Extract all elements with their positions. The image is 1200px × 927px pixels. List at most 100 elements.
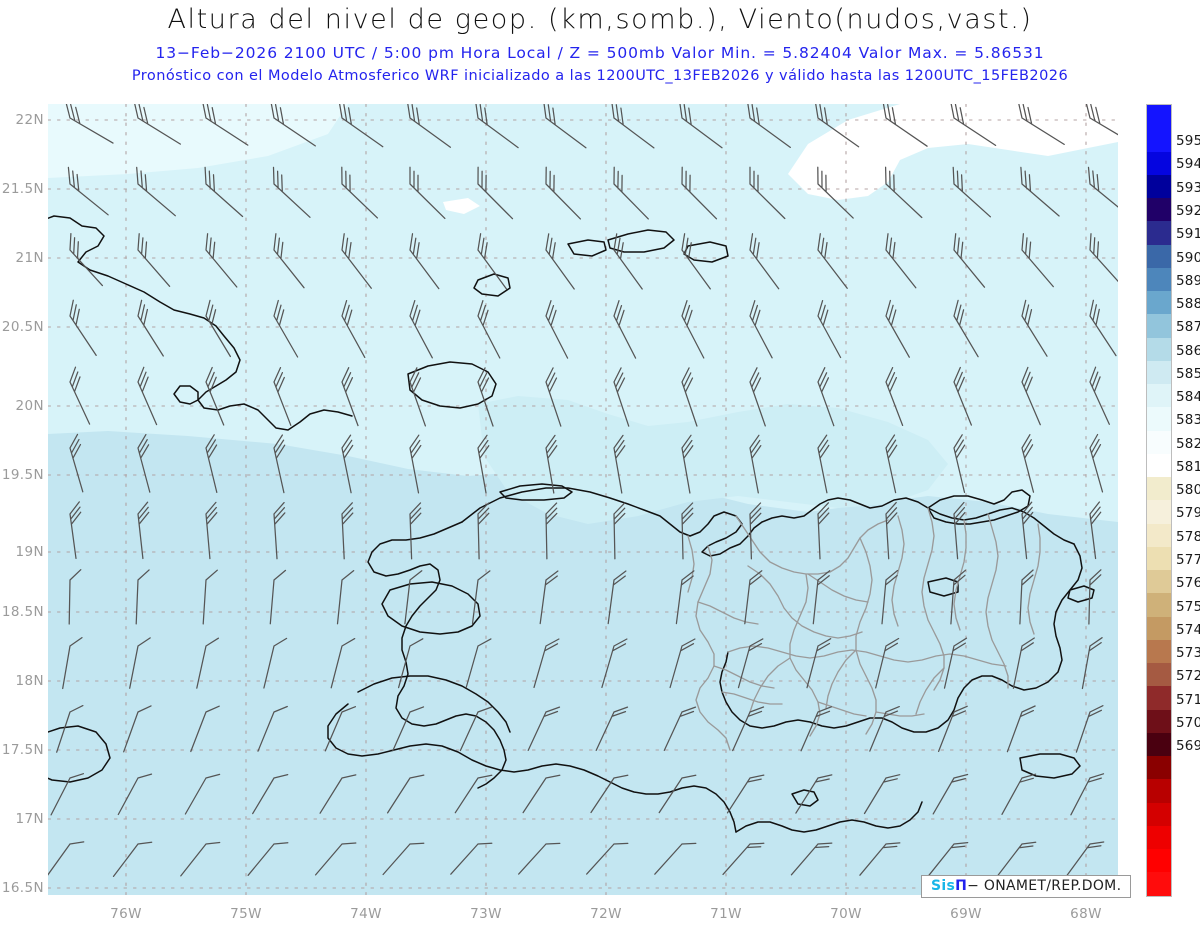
wind-barb [613, 300, 637, 359]
wind-barb [1021, 501, 1034, 560]
wind-barb [336, 569, 355, 625]
colorbar-segment-10 [1147, 337, 1171, 361]
wind-barb [595, 706, 629, 752]
colorbar-tick-5810: 5810 [1176, 458, 1200, 475]
colorbar-segment-23 [1147, 639, 1171, 663]
wind-barb [339, 104, 384, 148]
wind-barb [273, 434, 286, 494]
y-axis-tick-16.5N: 16.5N [1, 880, 44, 896]
colorbar-segment-16 [1147, 477, 1171, 501]
colorbar-tick-5780: 5780 [1176, 528, 1200, 545]
wind-barb [272, 166, 311, 218]
wind-barb [392, 706, 425, 752]
wind-barb [681, 502, 694, 560]
watermark-badge: SisΠ− ONAMET/REP.DOM. [921, 875, 1132, 898]
wind-barb [613, 434, 626, 494]
wind-barb [613, 502, 626, 560]
wind-barb [613, 233, 643, 290]
wind-barb [953, 501, 966, 560]
y-axis-tick-20N: 20N [15, 398, 44, 414]
wind-barb [48, 841, 85, 876]
wind-barb [273, 366, 292, 426]
wind-barb [749, 367, 766, 427]
wind-barb [257, 705, 288, 752]
coastline-tortuga [499, 483, 573, 501]
coastline-samana [927, 489, 1031, 525]
x-axis-tick-71W: 71W [710, 906, 742, 922]
wind-barb [409, 502, 422, 560]
wind-barb [477, 502, 490, 560]
wind-barb [1020, 166, 1060, 217]
colorbar-tick-5830: 5830 [1176, 412, 1200, 429]
wind-barb [134, 104, 182, 145]
wind-barb [459, 706, 493, 752]
y-axis-tick-18N: 18N [15, 673, 44, 689]
coastline-isla-beata [791, 789, 819, 807]
wind-barb [681, 166, 718, 220]
colorbar-segment-25 [1147, 686, 1171, 710]
wind-barb [927, 841, 969, 877]
wind-barb [202, 569, 218, 625]
wind-barb [806, 638, 832, 689]
wind-barb [669, 638, 696, 689]
wind-barb [1021, 233, 1054, 288]
wind-barb [607, 570, 627, 625]
coastline-turks-caicos [607, 229, 675, 253]
x-axis-tick-70W: 70W [830, 906, 862, 922]
wind-barb [137, 501, 150, 560]
wind-barb [953, 366, 973, 426]
wind-barb [1085, 104, 1118, 136]
wind-barb [881, 569, 899, 625]
colorbar[interactable] [1146, 104, 1172, 897]
map-canvas[interactable] [48, 104, 1118, 895]
wind-barb [117, 773, 153, 816]
wind-barb [397, 638, 424, 689]
wind-barb [409, 367, 427, 427]
wind-barb [943, 637, 968, 689]
wind-barb [1018, 104, 1065, 146]
shading-band-nw [48, 104, 348, 178]
wind-barb [69, 501, 82, 560]
wind-barb [953, 434, 966, 494]
wind-barb [749, 233, 780, 290]
wind-barb [545, 233, 575, 290]
wind-barb [205, 299, 232, 358]
wind-barb [137, 433, 151, 493]
colorbar-tick-5920: 5920 [1176, 203, 1200, 220]
wind-barb [737, 638, 764, 689]
wind-barb [722, 842, 765, 876]
wind-barb [817, 299, 842, 359]
colorbar-segment-12 [1147, 384, 1171, 408]
grid-lines [48, 104, 1118, 895]
coastline-cuba-detail [173, 385, 199, 405]
wind-barb [477, 166, 514, 220]
colorbar-segment-30 [1147, 802, 1171, 826]
wind-barb [450, 842, 493, 875]
wind-barb [1089, 233, 1118, 283]
wind-barb [1001, 773, 1037, 815]
wind-barb [1065, 841, 1105, 878]
colorbar-segment-13 [1147, 407, 1171, 431]
wind-barb [790, 842, 833, 876]
wind-barb [269, 569, 287, 625]
colorbar-segment-11 [1147, 360, 1171, 384]
wind-barb [69, 299, 97, 357]
wind-barb [869, 705, 900, 752]
subtitle-valid-time: 13−Feb−2026 2100 UTC / 5:00 pm Hora Loca… [155, 44, 1045, 62]
wind-barb [382, 842, 425, 876]
colorbar-segment-0 [1147, 105, 1171, 129]
colorbar-segment-31 [1147, 825, 1171, 849]
header: Altura del nivel de geop. (km,somb.), Vi… [0, 0, 1200, 95]
wind-barb [62, 636, 83, 690]
wind-barb [545, 367, 562, 427]
wind-barb [749, 166, 786, 220]
wind-barb [341, 299, 366, 359]
wind-barb [545, 300, 569, 359]
wind-barb [1087, 166, 1118, 208]
wind-barb [407, 104, 452, 148]
colorbar-tick-5880: 5880 [1176, 296, 1200, 313]
wind-barb [202, 104, 249, 146]
wind-barb [273, 233, 305, 289]
wind-barb [204, 166, 244, 218]
coastline-haiti-sw-south [327, 703, 737, 833]
